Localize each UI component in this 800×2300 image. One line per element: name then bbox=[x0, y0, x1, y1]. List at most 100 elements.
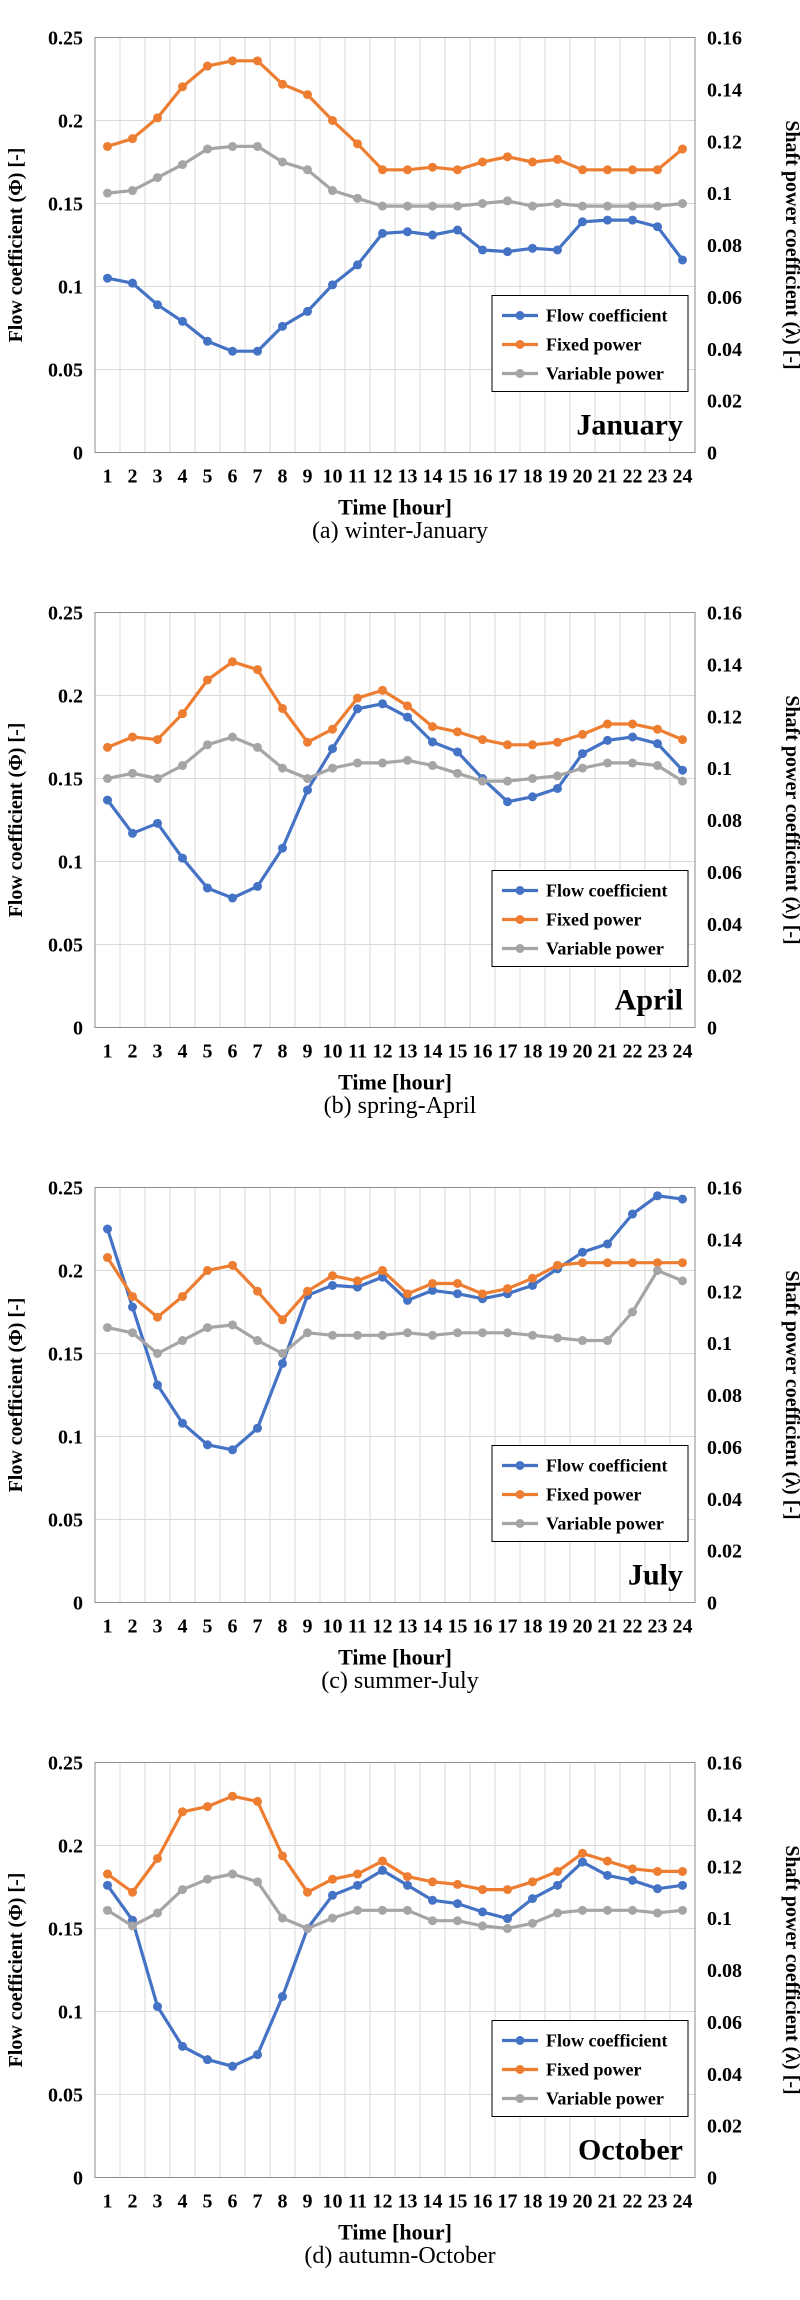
x-tick-label: 18 bbox=[523, 2191, 543, 2213]
y-right-tick-label: 0.14 bbox=[707, 79, 742, 101]
y-left-tick-label: 0.25 bbox=[48, 28, 83, 50]
data-point bbox=[528, 157, 537, 167]
legend-swatch-marker bbox=[515, 340, 525, 349]
legend: Flow coefficient Fixed power Variable powe… bbox=[491, 2020, 689, 2117]
data-point bbox=[528, 201, 537, 211]
data-point bbox=[478, 157, 487, 167]
data-point bbox=[153, 1312, 162, 1322]
data-point bbox=[503, 776, 512, 786]
x-tick-label: 6 bbox=[228, 1616, 238, 1638]
data-point bbox=[603, 1336, 612, 1346]
data-point bbox=[353, 260, 362, 270]
y-right-tick-label: 0.04 bbox=[707, 914, 742, 936]
x-tick-label: 20 bbox=[573, 1041, 593, 1063]
data-point bbox=[128, 1291, 137, 1301]
data-point bbox=[528, 774, 537, 783]
panel-caption: (d) autumn-October bbox=[304, 2243, 496, 2269]
data-point bbox=[328, 763, 337, 773]
data-point bbox=[478, 245, 487, 255]
data-point bbox=[378, 1856, 387, 1866]
data-point bbox=[178, 316, 187, 326]
x-tick-label: 19 bbox=[548, 466, 568, 488]
x-tick-label: 20 bbox=[573, 1616, 593, 1638]
data-point bbox=[328, 1271, 337, 1281]
plot-area-border bbox=[94, 1187, 696, 1603]
x-tick-label: 1 bbox=[103, 466, 113, 488]
legend-swatch-marker bbox=[515, 369, 525, 378]
data-point bbox=[178, 1885, 187, 1895]
plot-area-border bbox=[94, 37, 696, 453]
data-point bbox=[253, 1423, 262, 1433]
data-point bbox=[453, 1899, 462, 1909]
legend-swatch-marker bbox=[515, 2094, 525, 2103]
y-axis-left-title: Flow coefficient (Φ) [-] bbox=[5, 148, 27, 343]
data-point bbox=[378, 699, 387, 709]
data-point bbox=[278, 703, 287, 713]
y-right-tick-label: 0.06 bbox=[707, 287, 742, 309]
series-variable-power bbox=[103, 1266, 687, 1358]
series-line bbox=[106, 1860, 683, 2068]
data-point bbox=[203, 1874, 212, 1884]
data-point bbox=[528, 1280, 537, 1290]
x-tick-label: 12 bbox=[373, 1616, 393, 1638]
data-point bbox=[628, 1875, 637, 1885]
x-tick-label: 1 bbox=[103, 1041, 113, 1063]
y-right-tick-label: 0.1 bbox=[707, 1333, 732, 1355]
data-point bbox=[153, 1853, 162, 1863]
x-tick-label: 12 bbox=[373, 466, 393, 488]
data-point bbox=[503, 797, 512, 807]
data-point bbox=[353, 1905, 362, 1915]
data-point bbox=[578, 749, 587, 759]
data-point bbox=[303, 737, 312, 747]
x-tick-label: 22 bbox=[623, 1616, 643, 1638]
x-tick-label: 21 bbox=[598, 2191, 618, 2213]
y-axis-right-title: Shaft power coefficient (λ) [-] bbox=[781, 120, 800, 369]
x-tick-label: 19 bbox=[548, 1041, 568, 1063]
data-point bbox=[378, 1272, 387, 1282]
x-axis-ticks: 1 2 3 4 5 6 7 8 9 10 11 12 13 14 15 16 17 18 19 20 21 22 23 24 bbox=[103, 1041, 693, 1063]
data-point bbox=[653, 1908, 662, 1918]
x-tick-label: 9 bbox=[303, 1041, 313, 1063]
y-right-tick-label: 0.08 bbox=[707, 1385, 742, 1407]
data-point bbox=[503, 1914, 512, 1924]
data-point bbox=[653, 724, 662, 734]
data-point bbox=[228, 1445, 237, 1455]
data-point bbox=[328, 1890, 337, 1900]
y-left-tick-label: 0.15 bbox=[48, 194, 83, 216]
data-point bbox=[478, 776, 487, 786]
data-point bbox=[178, 853, 187, 863]
x-axis-title: Time [hour] bbox=[338, 495, 452, 520]
data-point bbox=[428, 230, 437, 240]
chart-svg: 00.050.10.150.20.2500.020.040.060.080.10… bbox=[5, 603, 800, 1095]
data-point bbox=[128, 1328, 137, 1338]
x-tick-label: 19 bbox=[548, 1616, 568, 1638]
y-axis-left-ticks: 0 0.05 0.1 0.15 0.2 0.25 bbox=[48, 28, 83, 465]
x-tick-label: 13 bbox=[398, 2191, 418, 2213]
data-point bbox=[303, 1924, 312, 1933]
data-point bbox=[428, 1916, 437, 1926]
x-tick-label: 2 bbox=[128, 2191, 138, 2213]
x-tick-label: 15 bbox=[448, 1616, 468, 1638]
legend-swatch-marker bbox=[515, 2036, 525, 2045]
data-point bbox=[253, 2050, 262, 2060]
data-point bbox=[328, 724, 337, 734]
data-point bbox=[453, 165, 462, 175]
data-point bbox=[128, 278, 137, 288]
x-axis-ticks: 1 2 3 4 5 6 7 8 9 10 11 12 13 14 15 16 17 18 19 20 21 22 23 24 bbox=[103, 2191, 693, 2213]
data-point bbox=[378, 1266, 387, 1275]
data-point bbox=[228, 1320, 237, 1330]
data-point bbox=[203, 1802, 212, 1812]
data-point bbox=[353, 1880, 362, 1890]
data-point bbox=[103, 1253, 112, 1263]
y-left-tick-label: 0.1 bbox=[58, 2002, 83, 2024]
x-tick-label: 13 bbox=[398, 1041, 418, 1063]
y-right-tick-label: 0.02 bbox=[707, 2116, 742, 2138]
x-tick-label: 19 bbox=[548, 2191, 568, 2213]
data-point bbox=[403, 701, 412, 711]
x-tick-label: 4 bbox=[178, 1041, 188, 1063]
x-tick-label: 3 bbox=[153, 1616, 163, 1638]
data-point bbox=[353, 1330, 362, 1340]
data-point bbox=[378, 228, 387, 238]
y-right-tick-label: 0.14 bbox=[707, 1229, 742, 1251]
chart-svg: 00.050.10.150.20.2500.020.040.060.080.10… bbox=[5, 1178, 800, 1670]
